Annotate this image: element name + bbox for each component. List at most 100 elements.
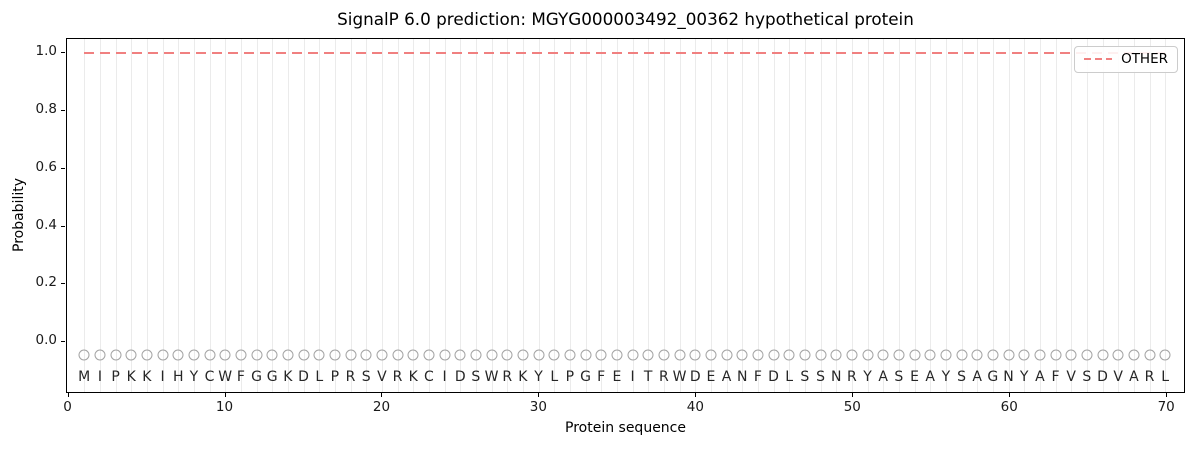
residue-marker bbox=[517, 349, 529, 361]
residue-marker bbox=[172, 349, 184, 361]
residue-marker bbox=[768, 349, 780, 361]
sequence-letter: P bbox=[111, 368, 120, 385]
residue-marker bbox=[345, 349, 357, 361]
gridline bbox=[84, 39, 86, 392]
x-tick-label: 70 bbox=[1157, 399, 1175, 415]
residue-marker bbox=[266, 349, 278, 361]
gridline bbox=[256, 39, 258, 392]
sequence-letter: S bbox=[894, 368, 904, 385]
x-tick-mark bbox=[381, 393, 383, 397]
residue-marker bbox=[580, 349, 592, 361]
gridline bbox=[1149, 39, 1151, 392]
residue-marker bbox=[783, 349, 795, 361]
sequence-letter: G bbox=[580, 368, 591, 385]
gridline bbox=[851, 39, 853, 392]
sequence-letter: S bbox=[1082, 368, 1092, 385]
sequence-letter: Y bbox=[863, 368, 872, 385]
sequence-letter: C bbox=[423, 368, 434, 385]
sequence-letter: S bbox=[800, 368, 810, 385]
sequence-letter: E bbox=[706, 368, 716, 385]
gridline bbox=[663, 39, 665, 392]
sequence-letter: L bbox=[315, 368, 324, 385]
sequence-letter: R bbox=[847, 368, 857, 385]
residue-marker bbox=[470, 349, 482, 361]
y-tick-mark bbox=[61, 52, 65, 54]
gridline bbox=[1118, 39, 1120, 392]
sequence-letter: Y bbox=[189, 368, 199, 385]
gridline bbox=[1133, 39, 1135, 392]
gridline bbox=[522, 39, 524, 392]
y-tick-mark bbox=[61, 225, 65, 227]
sequence-letter: K bbox=[518, 368, 528, 385]
x-tick-mark bbox=[538, 393, 540, 397]
sequence-letter: S bbox=[957, 368, 966, 385]
sequence-letter: E bbox=[612, 368, 622, 385]
residue-marker bbox=[1034, 349, 1046, 361]
sequence-letter: K bbox=[126, 368, 136, 385]
sequence-letter: D bbox=[454, 368, 466, 385]
sequence-letter: L bbox=[1161, 368, 1170, 385]
gridline bbox=[1165, 39, 1167, 392]
residue-marker bbox=[940, 349, 952, 361]
residue-marker bbox=[486, 349, 498, 361]
sequence-letter: P bbox=[565, 368, 575, 385]
gridline bbox=[1008, 39, 1010, 392]
gridline bbox=[381, 39, 383, 392]
sequence-letter: M bbox=[78, 368, 91, 385]
gridline bbox=[632, 39, 634, 392]
x-tick-label: 60 bbox=[1000, 399, 1018, 415]
gridline bbox=[695, 39, 697, 392]
gridline bbox=[726, 39, 728, 392]
legend: OTHER bbox=[1074, 46, 1178, 73]
residue-marker bbox=[360, 349, 372, 361]
sequence-letter: K bbox=[408, 368, 418, 385]
gridline bbox=[491, 39, 493, 392]
residue-marker bbox=[94, 349, 106, 361]
gridline bbox=[554, 39, 556, 392]
residue-marker bbox=[642, 349, 654, 361]
gridline bbox=[867, 39, 869, 392]
sequence-letter: A bbox=[721, 368, 732, 385]
x-tick-mark bbox=[852, 393, 854, 397]
residue-marker bbox=[1159, 349, 1171, 361]
sequence-letter: I bbox=[97, 368, 102, 385]
residue-marker bbox=[1018, 349, 1030, 361]
residue-marker bbox=[705, 349, 717, 361]
gridline bbox=[397, 39, 399, 392]
residue-marker bbox=[533, 349, 545, 361]
residue-marker bbox=[376, 349, 388, 361]
sequence-letter: N bbox=[1003, 368, 1014, 385]
sequence-letter: V bbox=[1066, 368, 1076, 385]
residue-marker bbox=[830, 349, 842, 361]
residue-marker bbox=[815, 349, 827, 361]
sequence-letter: H bbox=[172, 368, 184, 385]
gridline bbox=[178, 39, 180, 392]
sequence-letter: G bbox=[987, 368, 999, 385]
residue-marker bbox=[658, 349, 670, 361]
residue-marker bbox=[141, 349, 153, 361]
sequence-letter: W bbox=[484, 368, 499, 385]
sequence-letter: A bbox=[878, 368, 888, 385]
gridline bbox=[209, 39, 211, 392]
gridline bbox=[287, 39, 289, 392]
residue-marker bbox=[909, 349, 921, 361]
gridline bbox=[789, 39, 791, 392]
gridline bbox=[146, 39, 148, 392]
gridline bbox=[569, 39, 571, 392]
residue-marker bbox=[439, 349, 451, 361]
gridline bbox=[225, 39, 227, 392]
residue-marker bbox=[564, 349, 576, 361]
gridline bbox=[961, 39, 963, 392]
residue-marker bbox=[1065, 349, 1077, 361]
residue-marker bbox=[893, 349, 905, 361]
residue-marker bbox=[125, 349, 137, 361]
sequence-letter: V bbox=[1113, 368, 1123, 385]
residue-marker bbox=[407, 349, 419, 361]
sequence-letter: W bbox=[218, 368, 233, 385]
residue-marker bbox=[204, 349, 216, 361]
gridline bbox=[1024, 39, 1026, 392]
residue-marker bbox=[627, 349, 639, 361]
x-tick-mark bbox=[1009, 393, 1011, 397]
residue-marker bbox=[454, 349, 466, 361]
